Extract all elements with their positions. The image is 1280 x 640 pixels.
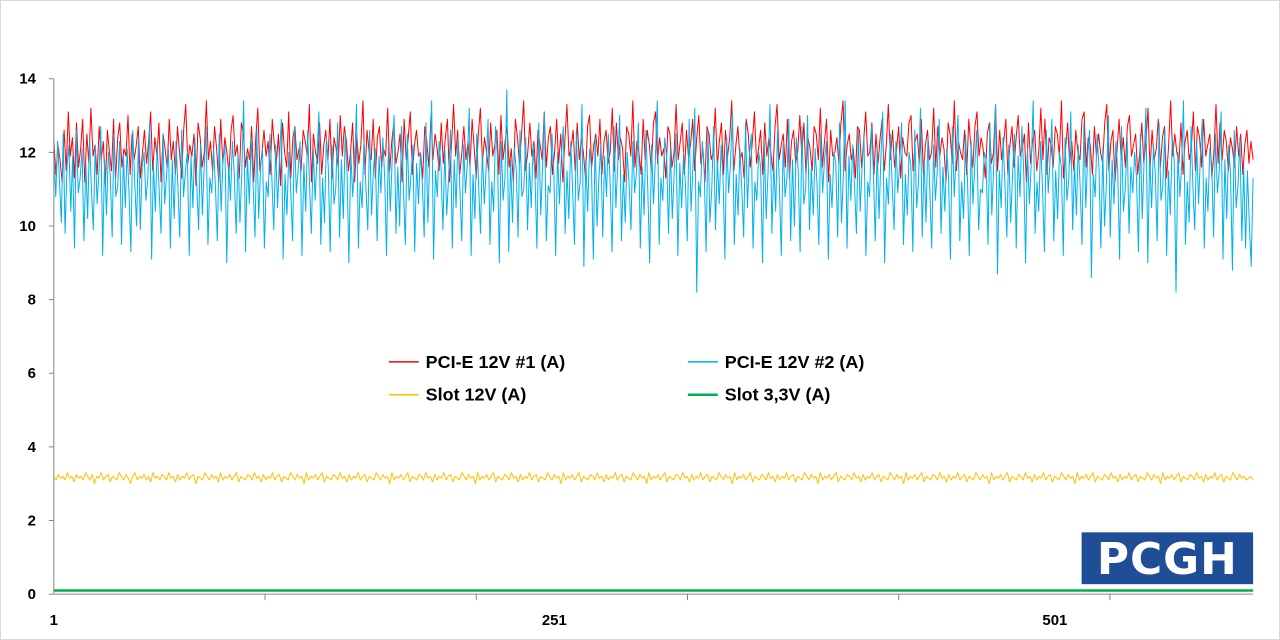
y-tick-label: 8 xyxy=(28,292,36,309)
legend-label: PCI-E 12V #1 (A) xyxy=(426,352,566,372)
axes-layer: 0 2 4 6 8 10 12 14 1 251 501 xyxy=(19,71,1254,629)
y-tick-label: 6 xyxy=(28,365,36,382)
y-tick-label: 12 xyxy=(19,144,36,161)
x-tick-label: 501 xyxy=(1042,612,1067,629)
series-line-2 xyxy=(53,472,1254,485)
y-tick-label: 2 xyxy=(28,512,36,529)
logo-background xyxy=(1081,532,1254,585)
series-layer xyxy=(53,89,1254,592)
pcgh-logo: PCGH xyxy=(1081,532,1254,585)
x-tick-label: 1 xyxy=(50,612,58,629)
y-tick-label: 10 xyxy=(19,218,36,235)
y-tick-label: 4 xyxy=(28,439,37,456)
x-tick-label: 251 xyxy=(542,612,567,629)
legend-label: PCI-E 12V #2 (A) xyxy=(725,352,865,372)
y-tick-label: 14 xyxy=(19,71,36,88)
legend-label: Slot 12V (A) xyxy=(426,385,527,405)
series-line-1 xyxy=(53,89,1254,293)
legend: PCI-E 12V #1 (A) PCI-E 12V #2 (A) Slot 12V… xyxy=(388,352,865,405)
series-line-0 xyxy=(53,100,1254,187)
logo-text: PCGH xyxy=(1097,534,1238,585)
legend-label: Slot 3,3V (A) xyxy=(725,385,831,405)
y-tick-label: 0 xyxy=(28,586,36,603)
